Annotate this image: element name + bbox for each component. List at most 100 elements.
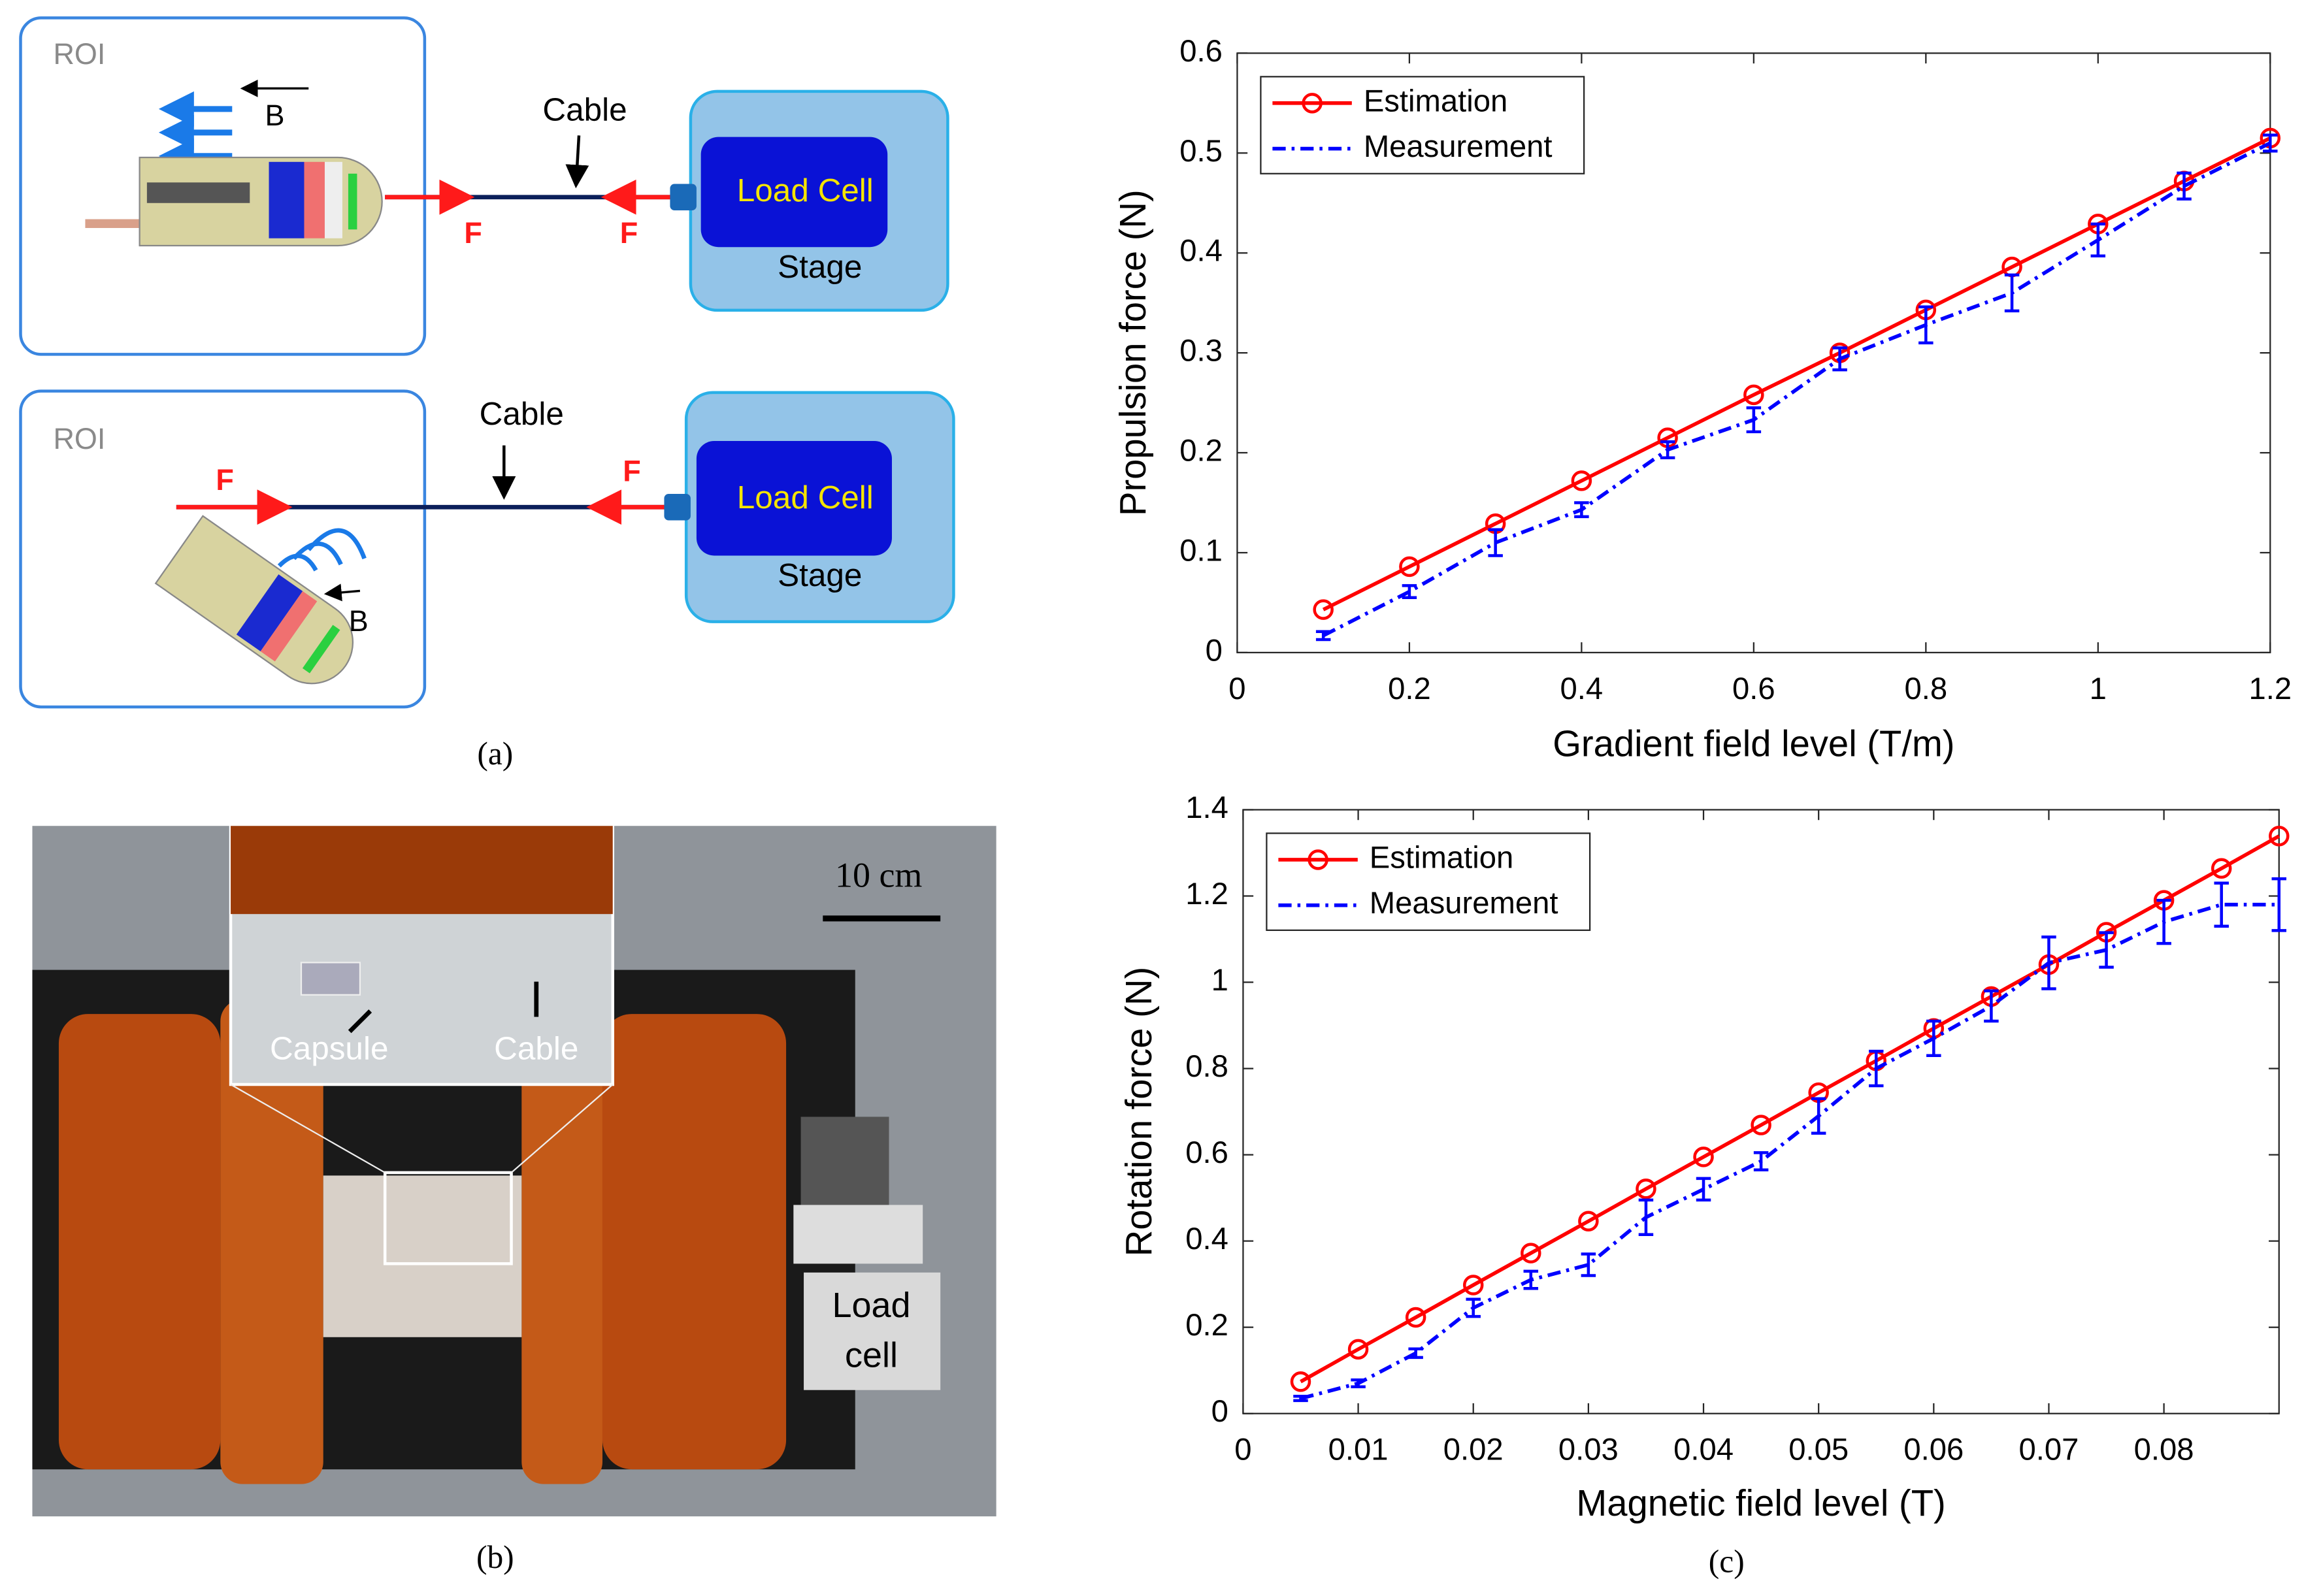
series-line	[1300, 834, 2280, 1384]
photo: 10 cm Capsule Cable Load cell	[32, 824, 996, 1517]
panel-label: (a)	[477, 736, 513, 772]
y-tick-label: 0.2	[1185, 1308, 1228, 1343]
x-tick-label: 0.01	[1328, 1433, 1389, 1467]
load-cell-label: cell	[845, 1336, 898, 1375]
load-cell-label: Load Cell	[737, 480, 874, 515]
load-cell-label: Load	[832, 1286, 910, 1325]
connector	[670, 184, 697, 211]
legend-marker	[1308, 849, 1328, 870]
error-bar	[1315, 630, 1331, 642]
y-tick-label: 0	[1206, 633, 1223, 668]
x-tick-label: 0.04	[1673, 1433, 1734, 1467]
cable-label: Cable	[480, 396, 564, 432]
error-bar	[1488, 528, 1503, 557]
error-bar	[1523, 1269, 1539, 1290]
panel-label: (b)	[476, 1539, 514, 1575]
load-cell	[700, 137, 888, 248]
y-axis-label: Rotation force (N)	[1118, 967, 1159, 1257]
error-bar	[1638, 1198, 1654, 1236]
series-line	[1322, 136, 2271, 611]
y-tick-label: 1.2	[1185, 877, 1228, 911]
error-bar	[2004, 273, 2020, 313]
force-label: F	[464, 216, 482, 250]
error-bar	[1660, 440, 1675, 459]
marker	[1571, 470, 1592, 491]
legend-marker	[1302, 93, 1323, 114]
error-bar	[1351, 1378, 1366, 1389]
load-cell-label: Load Cell	[737, 172, 874, 208]
legend-label: Measurement	[1364, 129, 1553, 164]
error-bar	[2214, 881, 2229, 928]
cable-label: Cable	[542, 91, 627, 127]
error-bar	[1746, 406, 1762, 434]
x-axis-label: Gradient field level (T/m)	[1553, 723, 1954, 764]
y-tick-label: 0.6	[1179, 34, 1223, 69]
error-bar	[1408, 1347, 1423, 1360]
error-bar	[1402, 584, 1417, 600]
error-bar	[1868, 1049, 1884, 1088]
force-label: F	[216, 463, 233, 497]
error-bar	[1581, 1252, 1596, 1277]
error-bar	[1832, 346, 1847, 372]
x-tick-label: 0.03	[1558, 1433, 1619, 1467]
error-bar	[2156, 898, 2171, 945]
y-tick-label: 0.8	[1185, 1049, 1228, 1084]
error-bar	[1811, 1097, 1826, 1135]
marker	[1521, 1243, 1541, 1263]
connector	[664, 494, 691, 521]
marker	[1405, 1307, 1426, 1328]
marker	[1399, 556, 1420, 578]
error-bar	[2099, 931, 2114, 969]
force-label: F	[623, 454, 640, 487]
marker	[1743, 384, 1764, 406]
error-bar	[2271, 877, 2287, 932]
x-tick-label: 0	[1228, 672, 1245, 706]
y-tick-label: 0	[1211, 1394, 1228, 1429]
legend-label: Estimation	[1364, 84, 1507, 118]
error-bar	[2090, 222, 2106, 258]
x-tick-label: 0.4	[1560, 672, 1604, 706]
force-label: F	[620, 216, 638, 250]
legend-label: Measurement	[1370, 886, 1558, 920]
series-line	[1322, 141, 2271, 638]
marker	[1578, 1211, 1599, 1232]
marker	[1313, 599, 1334, 620]
y-tick-label: 0.5	[1179, 134, 1223, 169]
capsule-label: Capsule	[270, 1030, 389, 1066]
y-tick-label: 1.4	[1185, 790, 1228, 825]
y-tick-label: 0.6	[1185, 1135, 1228, 1170]
error-bar	[1918, 305, 1934, 345]
capsule	[154, 515, 354, 685]
capsule	[85, 156, 383, 247]
y-tick-label: 0.4	[1179, 234, 1223, 269]
x-tick-label: 0.07	[2019, 1433, 2079, 1467]
x-tick-label: 1	[2090, 672, 2107, 706]
x-tick-label: 0.05	[1788, 1433, 1849, 1467]
stage-label: Stage	[778, 557, 862, 593]
y-tick-label: 0.2	[1179, 434, 1223, 468]
panel-label: (c)	[1709, 1544, 1745, 1580]
y-tick-label: 0.4	[1185, 1222, 1228, 1256]
error-bar	[2177, 171, 2192, 201]
error-bar	[1926, 1019, 1941, 1058]
roi-label: ROI	[53, 37, 105, 71]
x-tick-label: 0.08	[2134, 1433, 2194, 1467]
cable-arrow	[565, 135, 589, 189]
scale-bar-label: 10 cm	[835, 856, 922, 895]
legend	[1266, 832, 1591, 932]
error-bar	[2263, 133, 2278, 153]
legend-label: Estimation	[1370, 840, 1513, 875]
error-bar	[1466, 1297, 1481, 1318]
y-tick-label: 1	[1211, 963, 1228, 998]
marker	[2269, 826, 2290, 847]
field-label: B	[265, 99, 285, 132]
marker	[1462, 1275, 1484, 1295]
x-tick-label: 0.6	[1732, 672, 1775, 706]
y-tick-label: 0.3	[1179, 334, 1223, 368]
marker	[1290, 1371, 1311, 1392]
field-lines	[158, 91, 233, 174]
load-cell	[696, 441, 892, 556]
x-tick-label: 0.2	[1388, 672, 1431, 706]
x-axis-label: Magnetic field level (T)	[1576, 1482, 1945, 1523]
